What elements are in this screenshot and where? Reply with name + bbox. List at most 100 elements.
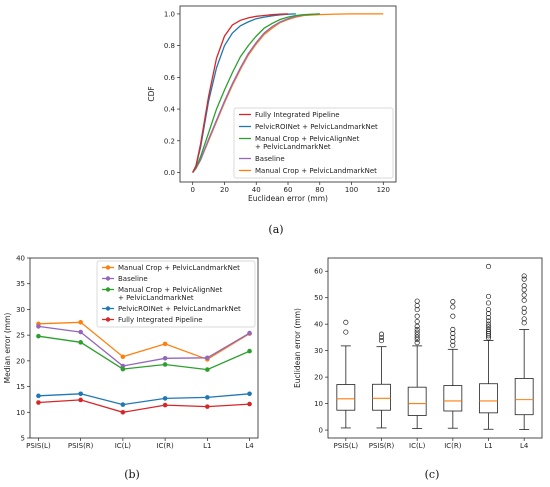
panel-b-legend-label: Manual Crop + PelvicLandmarkNet [118,264,240,272]
panel-c-outlier-point [450,299,456,305]
panel-c-outlier-point [450,313,456,319]
panel-c-outlier-point [414,329,420,335]
panel-b-series-line [38,393,250,406]
panel-a-ytick-label: 0.0 [164,169,175,177]
panel-b-data-point [247,401,252,407]
panel-b-legend-marker [105,317,111,322]
panel-a-xtick-label: 80 [315,186,324,194]
panel-c-xtick-label: IC(L) [409,442,426,450]
panel-b-legend-label: Baseline [118,275,148,283]
panel-b-data-point [247,391,252,397]
panel-b-legend-box [96,260,256,328]
panel-b-legend-label: Fully Integrated Pipeline [118,316,203,324]
panel-c-outlier-point [378,338,385,344]
panel-c-boxplot-chart: PSIS(L) PSIS(R) IC(L) IC(R) L1 L4 0 10 20 30 40 50 6… [293,257,543,481]
panel-b-ytick-label: 35 [16,280,25,288]
panel-c-outlier-point [485,307,492,313]
panel-a-ytick-label: 0.8 [164,42,175,50]
panel-b-legend: Manual Crop + PelvicLandmarkNet Baseline M… [96,260,256,328]
panel-a-ytick-label: 1.0 [164,10,175,18]
panel-c-outlier-point [485,315,492,321]
panel-b-legend-marker [105,287,111,292]
panel-c-outlier-point [521,273,527,279]
panel-b-data-point [205,404,210,409]
panel-b-legend-label: Manual Crop + PelvicAlignNet [118,286,223,294]
panel-b-series-line [38,325,250,367]
panel-c-box [336,384,356,411]
panel-c-outlier-point [521,283,527,289]
panel-b-caption: (b) [124,468,140,481]
panel-c-xtick-label: IC(R) [444,442,462,450]
panel-c-outlier-point [521,305,527,311]
panel-c-outlier-point [414,323,420,329]
panel-b-ytick-label: 15 [16,383,25,391]
panel-a-xtick-label: 100 [345,186,358,194]
panel-c-caption: (c) [425,468,440,481]
panel-b-legend-marker [105,265,111,270]
panel-b-legend-marker [105,276,111,281]
panel-a-series-line [192,13,320,173]
panel-c-outlier-point [521,297,527,303]
panel-b-data-point [36,324,41,329]
panel-b-data-point [162,341,168,347]
panel-b-data-point [205,395,210,400]
panel-c-outlier-point [378,334,385,340]
panel-c-outlier-point [485,326,492,333]
panel-b-data-point [36,400,41,405]
panel-a-legend-label: Fully Integrated Pipeline [255,111,340,119]
panel-c-outlier-point [414,318,420,325]
panel-a-xtick-label: 60 [284,186,293,194]
panel-b-xtick-label: PSIS(R) [68,442,94,450]
panel-b-axes-frame [29,257,259,439]
panel-b-data-point [78,329,83,335]
panel-b-xtick-label: PSIS(L) [26,442,51,450]
panel-c-ytick-label: 10 [314,400,323,408]
panel-b-data-point [205,367,210,372]
panel-c-outlier-point [521,276,527,282]
panel-b-data-point [162,355,168,361]
panel-c-outlier-point [414,336,420,343]
panel-a-legend-label: Manual Crop + PelvicLandmarkNet [255,167,377,175]
panel-b-data-point [247,330,252,336]
panel-c-ytick-label: 60 [314,268,323,276]
panel-a-ylabel: CDF [147,86,156,101]
panel-b-data-point [78,319,83,325]
panel-c-xtick-label: PSIS(L) [334,442,359,450]
panel-b-data-point [36,333,41,339]
panel-c-box [407,386,427,416]
panel-b-ytick-label: 5 [21,435,25,443]
panel-c-box [443,385,463,412]
panel-b-ytick-label: 20 [16,357,25,365]
panel-c-outlier-point [450,330,456,336]
panel-a-legend: Fully Integrated Pipeline PelvicROINet + … [233,107,394,179]
panel-a-legend-label: Baseline [255,155,285,163]
panel-c-xtick-label: PSIS(R) [369,442,395,450]
panel-b-data-point [120,402,126,407]
panel-b-xtick-label: L4 [245,442,254,450]
panel-b-ytick-label: 40 [16,255,25,263]
panel-a-caption: (a) [268,223,283,236]
panel-c-axes-frame [327,257,543,439]
panel-b-median-error-chart: PSIS(L) PSIS(R) IC(L) IC(R) L1 L4 5 10 15 20 25 30 3… [3,255,259,481]
panel-a-xtick-label: 120 [377,186,390,194]
panel-a-ytick-label: 0.6 [164,74,176,82]
panel-c-outlier-point [485,318,492,324]
panel-c-outlier-point [414,340,420,346]
panel-c-outlier-point [521,320,527,326]
panel-b-data-point [120,409,126,415]
panel-c-xtick-label: L4 [520,442,529,450]
panel-b-ytick-label: 30 [16,306,25,314]
panel-c-ytick-label: 0 [319,427,323,435]
panel-c-outlier-point [450,338,456,344]
panel-c-outlier-point [521,287,527,293]
panel-c-outlier-point [414,334,420,340]
panel-b-data-point [162,362,168,367]
panel-c-outlier-point [485,300,492,306]
panel-b-series-line [38,335,250,371]
panel-c-box [514,378,534,416]
panel-c-outlier-point [343,329,349,335]
panel-c-ytick-label: 30 [314,347,323,355]
panel-b-legend-marker [105,306,111,311]
panel-a-legend-label: Manual Crop + PelvicAlignNet [255,135,360,143]
